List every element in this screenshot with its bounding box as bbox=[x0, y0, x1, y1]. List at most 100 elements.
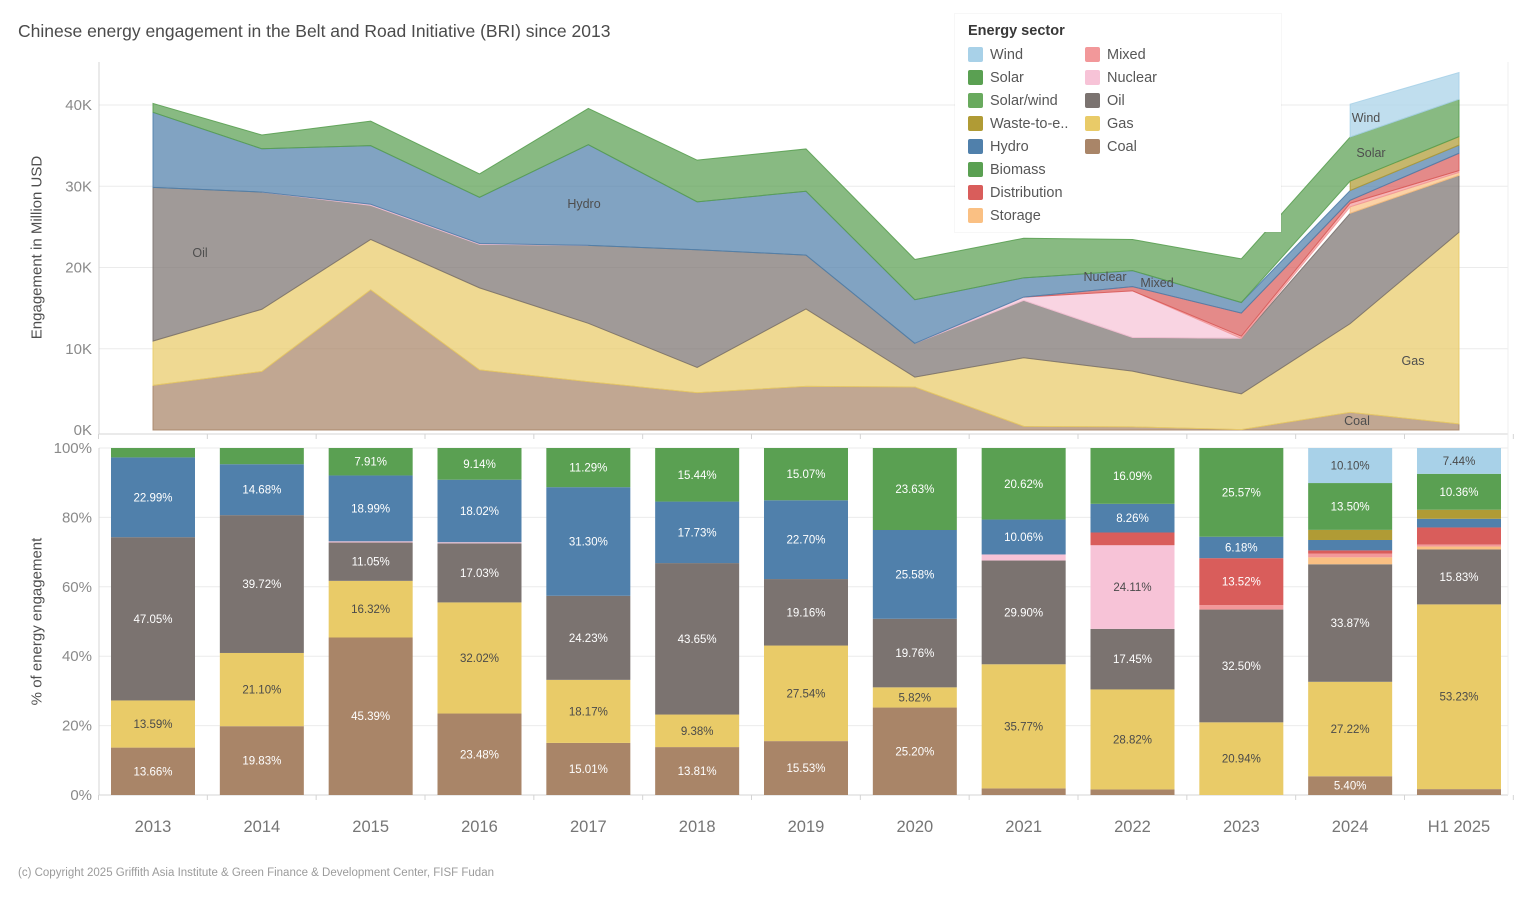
bar-2021-segment-oil[interactable] bbox=[981, 560, 1066, 665]
bar-H12025-segment-waste[interactable] bbox=[1416, 509, 1501, 519]
legend-item-solar_wind[interactable]: Solar/wind bbox=[968, 89, 1068, 112]
bar-2017-segment-oil[interactable] bbox=[546, 595, 631, 680]
bar-2016-segment-hydro[interactable] bbox=[437, 479, 522, 543]
bar-2019-segment-gas[interactable] bbox=[763, 645, 848, 742]
bar-2018-segment-hydro[interactable] bbox=[655, 501, 740, 564]
bar-segment-label: 20.62% bbox=[1004, 479, 1043, 491]
bar-2022-segment-gas[interactable] bbox=[1090, 689, 1175, 790]
bar-2013-segment-solar[interactable] bbox=[111, 448, 195, 458]
bar-2024-segment-mixed[interactable] bbox=[1308, 553, 1393, 558]
bar-2023-segment-hydro[interactable] bbox=[1199, 536, 1284, 559]
legend-item-hydro[interactable]: Hydro bbox=[968, 135, 1068, 158]
bar-2018-segment-oil[interactable] bbox=[655, 563, 740, 715]
bar-2014-segment-coal[interactable] bbox=[219, 726, 304, 795]
bar-2017-segment-hydro[interactable] bbox=[546, 487, 631, 596]
bar-2024-segment-distribution[interactable] bbox=[1308, 550, 1393, 554]
bar-2019-segment-oil[interactable] bbox=[763, 579, 848, 646]
bar-2021-segment-nuclear[interactable] bbox=[981, 554, 1066, 561]
bar-2016-segment-solar[interactable] bbox=[437, 448, 522, 480]
bar-2016-segment-coal[interactable] bbox=[437, 713, 522, 795]
bar-2014-segment-hydro[interactable] bbox=[219, 464, 304, 516]
bar-2015-segment-gas[interactable] bbox=[328, 580, 413, 638]
x-tick-label: 2018 bbox=[679, 818, 716, 836]
bar-H12025-segment-gas[interactable] bbox=[1416, 604, 1501, 790]
legend-item-oil[interactable]: Oil bbox=[1085, 89, 1157, 112]
bar-2023-segment-mixed[interactable] bbox=[1199, 605, 1284, 610]
bar-2014-segment-solar[interactable] bbox=[219, 448, 304, 465]
bar-2017-segment-gas[interactable] bbox=[546, 679, 631, 743]
bar-2024-segment-coal[interactable] bbox=[1308, 776, 1393, 795]
bar-2013-segment-gas[interactable] bbox=[111, 700, 195, 748]
bar-2021-segment-gas[interactable] bbox=[981, 664, 1066, 789]
bar-2018-segment-gas[interactable] bbox=[655, 714, 740, 748]
legend-item-biomass[interactable]: Biomass bbox=[968, 158, 1068, 181]
bar-2022-segment-nuclear[interactable] bbox=[1090, 545, 1175, 629]
bar-H12025-segment-storage[interactable] bbox=[1416, 546, 1501, 550]
bar-2013-segment-coal[interactable] bbox=[111, 747, 195, 795]
bar-2019-segment-solar[interactable] bbox=[763, 448, 848, 501]
bar-2023-segment-solar[interactable] bbox=[1199, 448, 1284, 537]
bar-H12025-segment-mixed[interactable] bbox=[1416, 544, 1501, 547]
bar-2014-segment-gas[interactable] bbox=[219, 652, 304, 727]
bar-2016-segment-gas[interactable] bbox=[437, 602, 522, 714]
bar-2013-segment-hydro[interactable] bbox=[111, 457, 195, 538]
bar-2015-segment-coal[interactable] bbox=[328, 637, 413, 795]
legend-item-distribution[interactable]: Distribution bbox=[968, 181, 1068, 204]
x-tick-label: 2016 bbox=[461, 818, 498, 836]
area-series-wind[interactable] bbox=[1349, 71, 1460, 138]
bar-H12025-segment-coal[interactable] bbox=[1416, 789, 1501, 795]
bar-2018-segment-coal[interactable] bbox=[655, 747, 740, 795]
bar-2022-segment-oil[interactable] bbox=[1090, 628, 1175, 690]
bar-2024-segment-storage[interactable] bbox=[1308, 557, 1393, 565]
bar-2024-segment-oil[interactable] bbox=[1308, 564, 1393, 682]
bar-2015-segment-solar[interactable] bbox=[328, 448, 413, 476]
legend-item-nuclear[interactable]: Nuclear bbox=[1085, 66, 1157, 89]
bar-2021-segment-hydro[interactable] bbox=[981, 519, 1066, 555]
bar-2013-segment-oil[interactable] bbox=[111, 537, 195, 701]
bar-2017-segment-solar[interactable] bbox=[546, 448, 631, 488]
bar-2021-segment-solar[interactable] bbox=[981, 448, 1066, 520]
area-series-solar[interactable] bbox=[152, 98, 1460, 304]
bar-2023-segment-oil[interactable] bbox=[1199, 609, 1284, 723]
legend-item-storage[interactable]: Storage bbox=[968, 204, 1068, 227]
bar-segment-label: 43.65% bbox=[678, 634, 717, 646]
bar-2020-segment-coal[interactable] bbox=[872, 707, 957, 795]
bar-2021-segment-coal[interactable] bbox=[981, 788, 1066, 795]
bar-2024-segment-gas[interactable] bbox=[1308, 681, 1393, 777]
legend-item-waste[interactable]: Waste-to-e.. bbox=[968, 112, 1068, 135]
bar-2024-segment-solar[interactable] bbox=[1308, 483, 1393, 530]
bar-2022-segment-hydro[interactable] bbox=[1090, 503, 1175, 533]
bar-2019-segment-coal[interactable] bbox=[763, 741, 848, 795]
bar-2022-segment-distribution[interactable] bbox=[1090, 532, 1175, 546]
bar-2016-segment-oil[interactable] bbox=[437, 543, 522, 603]
bar-2023-segment-gas[interactable] bbox=[1199, 722, 1284, 795]
bar-H12025-segment-distribution[interactable] bbox=[1416, 527, 1501, 545]
bar-2019-segment-hydro[interactable] bbox=[763, 500, 848, 580]
bar-H12025-segment-oil[interactable] bbox=[1416, 549, 1501, 605]
bar-H12025-segment-wind[interactable] bbox=[1416, 448, 1501, 474]
bar-H12025-segment-hydro[interactable] bbox=[1416, 518, 1501, 528]
legend-item-coal[interactable]: Coal bbox=[1085, 135, 1157, 158]
legend-item-mixed[interactable]: Mixed bbox=[1085, 43, 1157, 66]
bar-2024-segment-wind[interactable] bbox=[1308, 448, 1393, 484]
legend-item-solar[interactable]: Solar bbox=[968, 66, 1068, 89]
legend-item-wind[interactable]: Wind bbox=[968, 43, 1068, 66]
bar-2020-segment-oil[interactable] bbox=[872, 618, 957, 688]
bar-2023-segment-distribution[interactable] bbox=[1199, 558, 1284, 606]
bar-2015-segment-oil[interactable] bbox=[328, 542, 413, 581]
bar-H12025-segment-solar[interactable] bbox=[1416, 473, 1501, 510]
bar-2015-segment-hydro[interactable] bbox=[328, 475, 413, 542]
bar-2017-segment-coal[interactable] bbox=[546, 742, 631, 795]
bar-2014-segment-oil[interactable] bbox=[219, 515, 304, 653]
bar-2020-segment-gas[interactable] bbox=[872, 687, 957, 708]
bar-2024-segment-waste[interactable] bbox=[1308, 529, 1393, 540]
bar-2015-segment-nuclear[interactable] bbox=[328, 541, 413, 543]
bar-2024-segment-hydro[interactable] bbox=[1308, 539, 1393, 551]
bar-2020-segment-hydro[interactable] bbox=[872, 530, 957, 619]
bar-2016-segment-nuclear[interactable] bbox=[437, 542, 522, 544]
bar-2022-segment-solar[interactable] bbox=[1090, 448, 1175, 504]
legend-item-gas[interactable]: Gas bbox=[1085, 112, 1157, 135]
bar-2020-segment-solar[interactable] bbox=[872, 448, 957, 531]
bar-2018-segment-solar[interactable] bbox=[655, 448, 740, 502]
bar-2022-segment-coal[interactable] bbox=[1090, 789, 1175, 795]
